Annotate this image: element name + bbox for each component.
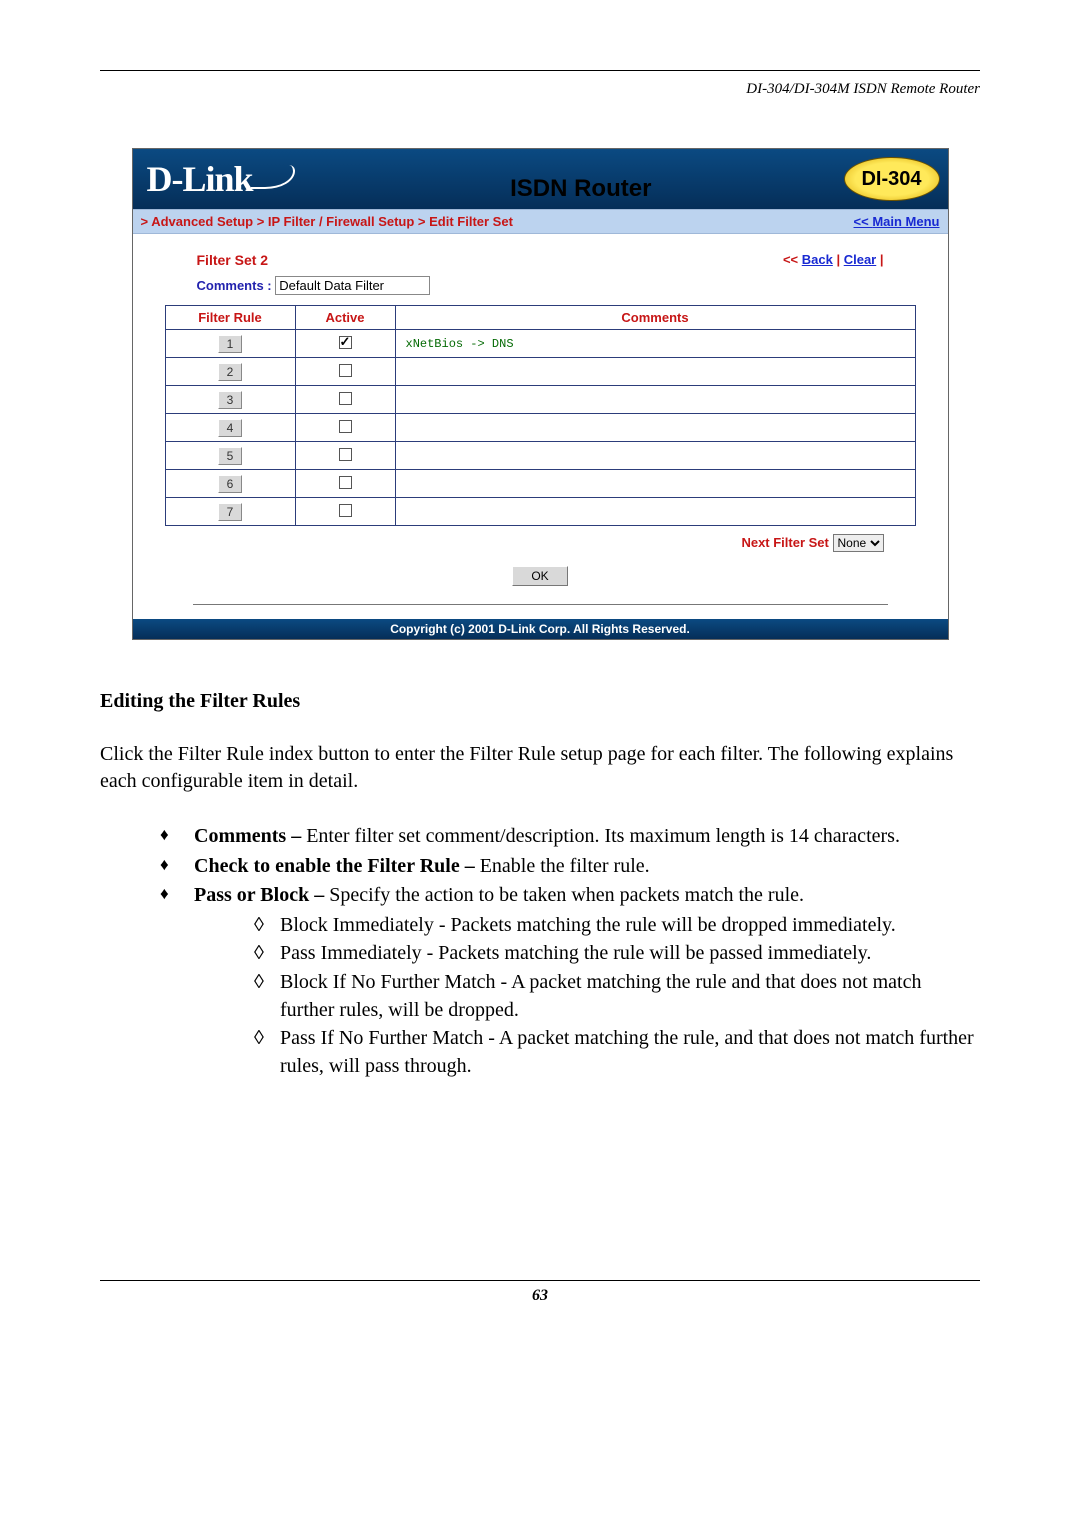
col-active: Active [295, 306, 395, 330]
active-checkbox[interactable] [339, 364, 352, 377]
active-checkbox[interactable] [339, 336, 352, 349]
main-menu-link[interactable]: << Main Menu [854, 214, 940, 229]
rule-comment [395, 358, 915, 386]
filter-rule-button[interactable]: 3 [218, 391, 242, 409]
active-checkbox[interactable] [339, 476, 352, 489]
next-filter-label: Next Filter Set [741, 535, 828, 550]
table-row: 3 [165, 386, 915, 414]
bullet-pass-block: Pass or Block – Specify the action to be… [160, 882, 980, 1080]
sub-block-immediate: Block Immediately - Packets matching the… [254, 912, 980, 940]
table-row: 7 [165, 498, 915, 526]
filter-rule-button[interactable]: 4 [218, 419, 242, 437]
table-row: 1 xNetBios -> DNS [165, 330, 915, 358]
router-ui-frame: D-Link ISDN Router DI-304 > Advanced Set… [132, 148, 949, 640]
back-clear-links: << Back | Clear | [783, 252, 884, 268]
table-row: 5 [165, 442, 915, 470]
col-comments: Comments [395, 306, 915, 330]
comments-label: Comments : [197, 278, 272, 293]
sub-pass-immediate: Pass Immediately - Packets matching the … [254, 940, 980, 968]
bullet-list: Comments – Enter filter set comment/desc… [100, 823, 980, 1080]
sub-list: Block Immediately - Packets matching the… [194, 912, 980, 1081]
sub-block-nofurther: Block If No Further Match - A packet mat… [254, 969, 980, 1024]
table-row: 4 [165, 414, 915, 442]
table-row: 2 [165, 358, 915, 386]
rule-comment [395, 414, 915, 442]
filter-rule-button[interactable]: 5 [218, 447, 242, 465]
active-checkbox[interactable] [339, 448, 352, 461]
ok-button[interactable]: OK [512, 566, 567, 586]
bullet-check-enable: Check to enable the Filter Rule – Enable… [160, 853, 980, 881]
banner-title: ISDN Router [510, 175, 651, 203]
breadcrumb: > Advanced Setup > IP Filter / Firewall … [133, 209, 948, 234]
rule-comment [395, 470, 915, 498]
table-row: 6 [165, 470, 915, 498]
page-number: 63 [100, 1280, 980, 1305]
rule-comment [395, 386, 915, 414]
col-filter-rule: Filter Rule [165, 306, 295, 330]
clear-link[interactable]: Clear [844, 252, 877, 267]
rule-comment [395, 442, 915, 470]
doc-header: DI-304/DI-304M ISDN Remote Router [100, 75, 980, 98]
filter-rule-button[interactable]: 6 [218, 475, 242, 493]
filter-rule-table: Filter Rule Active Comments 1 xNetBios ->… [165, 305, 916, 526]
back-link[interactable]: Back [802, 252, 833, 267]
active-checkbox[interactable] [339, 504, 352, 517]
banner: D-Link ISDN Router DI-304 [133, 149, 948, 209]
model-badge: DI-304 [844, 157, 940, 201]
filter-rule-button[interactable]: 7 [218, 503, 242, 521]
copyright: Copyright (c) 2001 D-Link Corp. All Righ… [133, 619, 948, 639]
rule-comment: xNetBios -> DNS [395, 330, 915, 358]
bullet-comments: Comments – Enter filter set comment/desc… [160, 823, 980, 851]
filter-rule-button[interactable]: 1 [218, 335, 242, 353]
intro-paragraph: Click the Filter Rule index button to en… [100, 741, 980, 795]
rule-comment [395, 498, 915, 526]
next-filter-select[interactable]: None [833, 534, 884, 552]
active-checkbox[interactable] [339, 392, 352, 405]
section-heading: Editing the Filter Rules [100, 690, 980, 713]
sub-pass-nofurther: Pass If No Further Match - A packet matc… [254, 1025, 980, 1080]
active-checkbox[interactable] [339, 420, 352, 433]
logo: D-Link [141, 158, 295, 200]
filter-rule-button[interactable]: 2 [218, 363, 242, 381]
filter-set-title: Filter Set 2 [197, 252, 269, 268]
comments-input[interactable] [275, 276, 430, 295]
breadcrumb-path: > Advanced Setup > IP Filter / Firewall … [141, 214, 513, 229]
